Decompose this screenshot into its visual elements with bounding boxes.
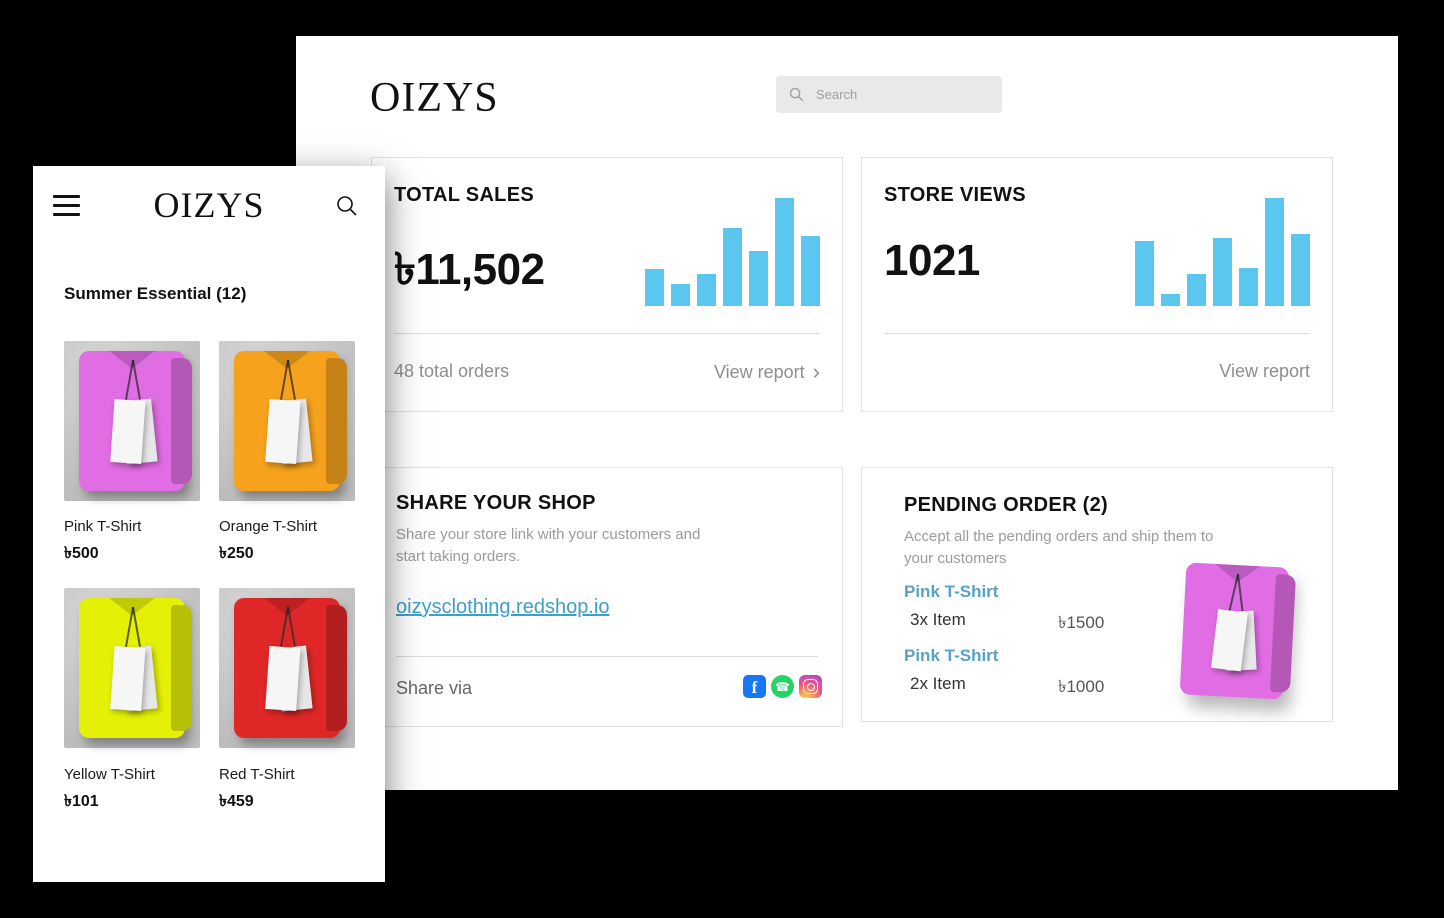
chevron-right-icon bbox=[813, 361, 820, 384]
pending-item-name[interactable]: Pink T-Shirt bbox=[904, 646, 999, 665]
chart-bar bbox=[671, 284, 690, 306]
facebook-icon[interactable] bbox=[743, 675, 766, 698]
pending-order-card: PENDING ORDER (2) Accept all the pending… bbox=[861, 467, 1333, 722]
product-name[interactable]: Red T-Shirt bbox=[219, 766, 295, 783]
store-views-title: STORE VIEWS bbox=[884, 184, 1026, 206]
search-input[interactable] bbox=[814, 86, 990, 103]
dashboard-panel: OIZYS TOTAL SALES ৳11,502 48 total order… bbox=[296, 36, 1398, 790]
pending-item-qty: 2x Item bbox=[910, 674, 966, 693]
share-via-label: Share via bbox=[396, 678, 473, 698]
divider bbox=[394, 333, 820, 334]
view-report-link[interactable]: View report bbox=[1219, 361, 1310, 381]
pending-order-description: Accept all the pending orders and ship t… bbox=[904, 528, 1214, 567]
chart-bar bbox=[1239, 268, 1258, 306]
view-report-link[interactable]: View report bbox=[714, 361, 820, 384]
chart-bar bbox=[775, 198, 794, 306]
divider bbox=[396, 656, 818, 657]
total-sales-value: ৳11,502 bbox=[394, 245, 545, 294]
total-sales-chart bbox=[640, 198, 820, 306]
chart-bar bbox=[1135, 241, 1154, 306]
chart-bar bbox=[1187, 273, 1206, 306]
mobile-storefront-panel: OIZYS Summer Essential (12) Pink T-Shirt… bbox=[33, 166, 385, 882]
total-sales-title: TOTAL SALES bbox=[394, 184, 534, 206]
product-name[interactable]: Yellow T-Shirt bbox=[64, 766, 155, 783]
chart-bar bbox=[645, 269, 664, 306]
chart-bar bbox=[801, 235, 820, 306]
product-price: ৳500 bbox=[64, 545, 99, 562]
chart-bar bbox=[697, 273, 716, 306]
chart-bar bbox=[1213, 237, 1232, 306]
total-orders-summary: 48 total orders bbox=[394, 361, 510, 381]
store-views-chart bbox=[1130, 198, 1310, 306]
pending-item-name[interactable]: Pink T-Shirt bbox=[904, 582, 999, 601]
shop-link[interactable]: oizysclothing.redshop.io bbox=[396, 596, 610, 618]
divider bbox=[884, 333, 1310, 334]
total-sales-card: TOTAL SALES ৳11,502 48 total orders View… bbox=[371, 157, 843, 412]
search-icon[interactable] bbox=[335, 194, 359, 223]
search-bar[interactable] bbox=[776, 76, 1002, 113]
instagram-icon[interactable] bbox=[799, 675, 822, 698]
brand-logo: OIZYS bbox=[153, 185, 265, 225]
chart-bar bbox=[1291, 233, 1310, 306]
tshirt-graphic bbox=[1179, 562, 1289, 700]
hamburger-menu-icon[interactable] bbox=[53, 195, 80, 222]
store-views-card: STORE VIEWS 1021 View report bbox=[861, 157, 1333, 412]
whatsapp-icon[interactable] bbox=[771, 675, 794, 698]
search-icon bbox=[788, 86, 805, 103]
pending-item-price: ৳1000 bbox=[1058, 677, 1105, 696]
chart-bar bbox=[1161, 294, 1180, 306]
product-image-red[interactable] bbox=[219, 588, 355, 748]
share-shop-description: Share your store link with your customer… bbox=[396, 526, 701, 565]
share-shop-title: SHARE YOUR SHOP bbox=[396, 492, 596, 514]
collection-title: Summer Essential (12) bbox=[64, 284, 247, 303]
pending-item-qty: 3x Item bbox=[910, 610, 966, 629]
product-image-pink[interactable] bbox=[64, 341, 200, 501]
product-name[interactable]: Pink T-Shirt bbox=[64, 518, 142, 535]
product-price: ৳250 bbox=[219, 545, 254, 562]
tshirt-graphic bbox=[233, 350, 341, 492]
product-image-yellow[interactable] bbox=[64, 588, 200, 748]
social-icons bbox=[743, 675, 822, 698]
product-name[interactable]: Orange T-Shirt bbox=[219, 518, 318, 535]
pending-product-image bbox=[1168, 556, 1300, 706]
pending-item-price: ৳1500 bbox=[1058, 613, 1105, 632]
chart-bar bbox=[723, 228, 742, 306]
tshirt-graphic bbox=[233, 597, 341, 739]
store-views-value: 1021 bbox=[884, 236, 980, 285]
product-price: ৳101 bbox=[64, 793, 99, 810]
share-shop-card: SHARE YOUR SHOP Share your store link wi… bbox=[371, 467, 843, 727]
tshirt-graphic bbox=[78, 350, 186, 492]
tshirt-graphic bbox=[78, 597, 186, 739]
pending-order-title: PENDING ORDER (2) bbox=[904, 494, 1109, 516]
chart-bar bbox=[1265, 198, 1284, 306]
brand-logo: OIZYS bbox=[370, 75, 499, 121]
product-image-orange[interactable] bbox=[219, 341, 355, 501]
product-price: ৳459 bbox=[219, 793, 254, 810]
chart-bar bbox=[749, 250, 768, 306]
